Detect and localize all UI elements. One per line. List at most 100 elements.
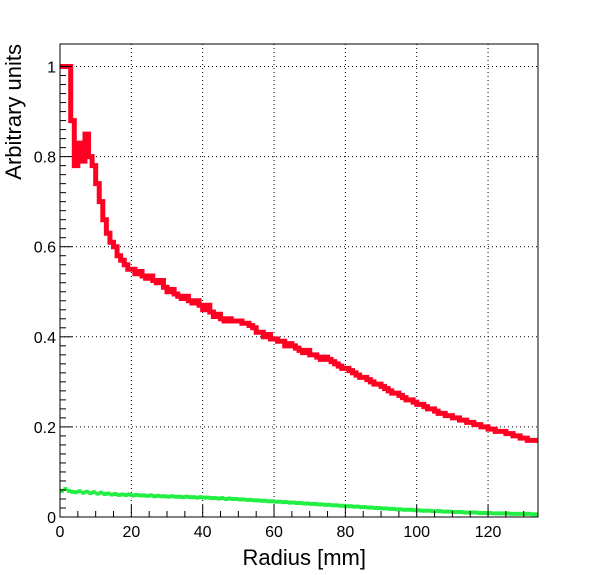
x-tick-label-2: 40 (194, 524, 212, 541)
series-1-point-115 (470, 510, 475, 515)
grid (60, 44, 538, 517)
series-1-point-9 (91, 490, 96, 495)
series-1-point-62 (280, 500, 285, 505)
series-1-point-43 (213, 496, 218, 501)
series-1-point-57 (263, 498, 268, 503)
x-tick-label-6: 120 (475, 524, 502, 541)
series-1-point-71 (313, 501, 318, 506)
series-1-point-127 (512, 511, 517, 516)
series-1-point-66 (295, 501, 300, 506)
series-1-point-69 (305, 501, 310, 506)
series-1-point-19 (127, 492, 132, 497)
series-1-point-58 (266, 499, 271, 504)
series-1-point-65 (291, 500, 296, 505)
series-1-point-22 (138, 493, 143, 498)
series-1-point-64 (288, 500, 293, 505)
series-1-point-5 (77, 489, 82, 494)
series-1-point-18 (123, 492, 128, 497)
x-tick-label-3: 60 (265, 524, 283, 541)
y-tick-label-5: 1 (47, 60, 56, 77)
series-1-point-37 (191, 495, 196, 500)
series-1-points (59, 487, 539, 517)
x-tick-label-5: 100 (403, 524, 430, 541)
series-1-point-38 (195, 495, 200, 500)
series-1-point-33 (177, 494, 182, 499)
series-1-point-98 (409, 507, 414, 512)
series-1-point-128 (516, 511, 521, 516)
series-1-point-35 (184, 494, 189, 499)
series-1-point-131 (527, 511, 532, 516)
series-1-point-90 (380, 506, 385, 511)
series-1-point-61 (277, 499, 282, 504)
series-1-point-68 (302, 501, 307, 506)
series-1-point-88 (373, 505, 378, 510)
series-1-point-119 (484, 510, 489, 515)
series-1-point-85 (362, 505, 367, 510)
series-1-point-15 (113, 492, 118, 497)
series-1-point-23 (141, 493, 146, 498)
series-1-point-100 (416, 508, 421, 513)
x-tick-label-0: 0 (56, 524, 65, 541)
series-1-point-132 (530, 512, 535, 517)
series-1-point-129 (519, 511, 524, 516)
series-1-point-91 (384, 506, 389, 511)
series-1-point-89 (377, 505, 382, 510)
series-1-point-81 (348, 504, 353, 509)
series-1-point-102 (423, 508, 428, 513)
series-1-point-123 (498, 511, 503, 516)
series-1-point-109 (448, 509, 453, 514)
series-1-point-28 (159, 494, 164, 499)
series-1-point-25 (148, 493, 153, 498)
series-1-point-55 (255, 498, 260, 503)
x-axis-title: Radius [mm] (243, 545, 366, 570)
y-axis-title: Arbitrary units (1, 44, 26, 180)
series-1-point-20 (131, 493, 136, 498)
series-1-point-110 (452, 510, 457, 515)
x-tick-label-4: 80 (336, 524, 354, 541)
series-1-point-79 (341, 503, 346, 508)
series-1-point-117 (477, 510, 482, 515)
x-tick-label-1: 20 (122, 524, 140, 541)
series-1-point-31 (170, 494, 175, 499)
series-1-point-40 (202, 495, 207, 500)
series-1-point-113 (462, 510, 467, 515)
series-1-point-80 (345, 504, 350, 509)
series-1-point-32 (173, 494, 178, 499)
series-1-point-84 (359, 505, 364, 510)
series-1-point-133 (534, 512, 539, 517)
series-1-point-107 (441, 509, 446, 514)
series-1-point-14 (109, 492, 114, 497)
series-1-point-108 (445, 509, 450, 514)
series-1-point-75 (327, 502, 332, 507)
series-1-point-16 (116, 492, 121, 497)
series-1-point-63 (284, 500, 289, 505)
series-1-point-4 (74, 490, 79, 495)
series-1-point-92 (387, 506, 392, 511)
series-1-point-124 (502, 511, 507, 516)
series-1-point-103 (427, 508, 432, 513)
y-tick-label-0: 0 (47, 510, 56, 527)
series-1-point-125 (505, 511, 510, 516)
ticks (59, 66, 525, 518)
series-1-point-67 (298, 501, 303, 506)
series-1-point-12 (102, 492, 107, 497)
series-1-point-0 (59, 488, 64, 493)
series-1-point-45 (220, 496, 225, 501)
series-1-point-73 (320, 502, 325, 507)
series-1-point-13 (106, 491, 111, 496)
series-1-point-72 (316, 502, 321, 507)
series-1-point-96 (402, 507, 407, 512)
series-1-point-2 (66, 488, 71, 493)
series-1-point-41 (206, 495, 211, 500)
y-tick-label-3: 0.6 (34, 240, 56, 257)
series-1-point-10 (95, 491, 100, 496)
series-1-point-54 (252, 498, 257, 503)
series-1-point-104 (430, 509, 435, 514)
tick-labels: 0 20 40 60 80 100 120 0 0.2 0.4 0.6 0.8 1 (34, 60, 502, 541)
series-1-point-130 (523, 511, 528, 516)
series-1-point-21 (134, 492, 139, 497)
series-1-point-86 (366, 505, 371, 510)
series-1-point-6 (81, 490, 86, 495)
series-1-point-93 (391, 506, 396, 511)
